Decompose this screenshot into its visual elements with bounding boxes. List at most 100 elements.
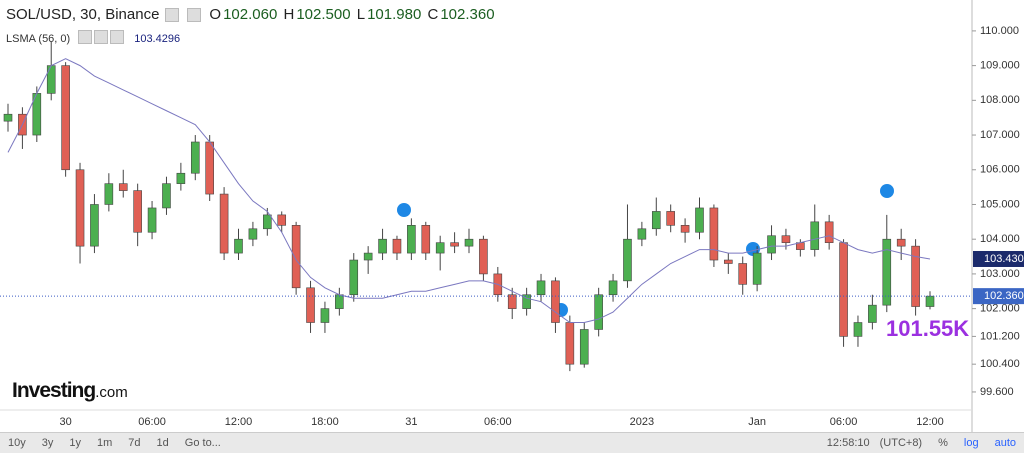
- option-button[interactable]: log: [963, 437, 979, 449]
- range-button[interactable]: 1d: [156, 437, 169, 449]
- indicator-value: 103.4296: [134, 32, 181, 45]
- news-icon[interactable]: [880, 184, 894, 198]
- timezone[interactable]: (UTC+8): [879, 437, 923, 449]
- candle-body: [407, 225, 416, 254]
- candle-body: [579, 329, 589, 365]
- volume: 101.55K: [886, 316, 970, 341]
- candle-body: [450, 242, 459, 247]
- candle-body: [551, 280, 560, 323]
- y-tick-label: 101.200: [980, 330, 1020, 342]
- candle-body: [695, 207, 704, 233]
- x-tick-label: 12:00: [225, 416, 253, 428]
- logo-suffix: .com: [95, 384, 128, 401]
- x-tick-label: 30: [60, 416, 72, 428]
- indicator: LSMA (56, 0) 103.4296: [6, 30, 180, 47]
- y-tick-label: 108.000: [980, 94, 1020, 106]
- candle-body: [522, 294, 531, 309]
- candle-body: [61, 65, 70, 171]
- candle-body: [810, 221, 820, 250]
- y-tick-label: 104.000: [980, 233, 1020, 245]
- x-tick-label: 18:00: [311, 416, 339, 428]
- candle-body: [335, 294, 344, 309]
- candle-body: [46, 65, 56, 94]
- candle-body: [911, 245, 920, 307]
- candle-body: [868, 304, 877, 323]
- footer: 10y 3y 1y 1m 7d 1d Go to... 12:58:10 (UTC+8)% log…: [0, 432, 1024, 453]
- y-tick-label: 106.000: [980, 164, 1020, 176]
- clock[interactable]: 12:58:10: [826, 437, 870, 449]
- candle-body: [637, 228, 647, 240]
- candle-body: [594, 294, 603, 330]
- range-button[interactable]: Go to...: [184, 437, 221, 449]
- candle-body: [219, 193, 229, 254]
- candle-body: [507, 294, 517, 309]
- candle-body: [263, 214, 272, 230]
- option-button[interactable]: %: [938, 437, 948, 449]
- x-tick-label: 06:00: [830, 416, 858, 428]
- x-tick-label: 12:00: [916, 416, 944, 428]
- candle-body: [234, 238, 243, 254]
- logo-text: Investing: [12, 379, 96, 402]
- icon[interactable]: [187, 7, 202, 22]
- candle-body: [608, 280, 618, 296]
- option-button[interactable]: auto: [994, 437, 1016, 449]
- logo: Investing.com: [12, 379, 128, 403]
- y-tick-label: 99.600: [980, 386, 1014, 398]
- range-button[interactable]: 1y: [69, 437, 81, 449]
- ohlc-value: 102.060: [223, 6, 278, 23]
- candle-body: [479, 238, 488, 275]
- candle-body: [536, 280, 546, 296]
- icon[interactable]: [78, 30, 93, 44]
- icon[interactable]: [94, 30, 109, 44]
- price-tag-label: 102.360: [984, 290, 1024, 302]
- x-tick-label: 2023: [630, 416, 654, 428]
- symbol: SOL/USD, 30, Binance: [6, 6, 160, 23]
- x-tick-label: 31: [405, 416, 417, 428]
- ohlc-value: 101.980: [367, 6, 422, 23]
- candle-body: [277, 214, 287, 226]
- range-button[interactable]: 1m: [97, 437, 113, 449]
- icon[interactable]: [165, 7, 180, 22]
- ohlc-key: O: [209, 6, 222, 23]
- header: SOL/USD, 30, Binance O 102.060 H 102.500 L…: [6, 6, 497, 23]
- ohlc-key: L: [356, 6, 366, 23]
- candle-body: [378, 238, 387, 254]
- x-tick-label: Jan: [748, 416, 766, 428]
- news-icon[interactable]: [397, 203, 411, 217]
- range-button[interactable]: 7d: [128, 437, 141, 449]
- candle-body: [3, 113, 13, 122]
- candle-body: [176, 172, 186, 184]
- candle-body: [781, 235, 791, 243]
- indicator-name: LSMA (56, 0): [6, 32, 71, 45]
- ohlc-value: 102.500: [296, 6, 351, 23]
- range-button[interactable]: 10y: [8, 437, 26, 449]
- candle-body: [925, 295, 935, 307]
- news-icon[interactable]: [746, 242, 760, 256]
- candle-body: [104, 183, 114, 205]
- candle-body: [680, 225, 690, 233]
- icon[interactable]: [110, 30, 125, 44]
- candle-body: [118, 183, 128, 191]
- candle-body: [666, 211, 675, 226]
- candle-body: [421, 225, 431, 254]
- ohlc-key: C: [427, 6, 439, 23]
- chart: 110.000 109.000 108.000 107.000 106.000 105.0…: [0, 0, 1024, 432]
- candle-body: [882, 238, 892, 306]
- candle-body: [839, 242, 848, 337]
- candle-body: [248, 228, 258, 240]
- candle-body: [724, 259, 733, 264]
- price-tag: [973, 288, 1024, 305]
- candle-body: [133, 190, 142, 233]
- range-button[interactable]: 3y: [41, 437, 54, 449]
- candle-body: [623, 238, 632, 282]
- news-markers: [397, 184, 894, 317]
- ohlc: O 102.060 H 102.500 L 101.980 C 102.360: [209, 6, 496, 23]
- candle-body: [709, 207, 719, 261]
- y-tick-label: 107.000: [980, 129, 1020, 141]
- lsma-line: [7, 58, 931, 324]
- x-tick-label: 06:00: [138, 416, 166, 428]
- candle-body: [767, 235, 776, 254]
- x-tick-label: 06:00: [484, 416, 512, 428]
- candle-body: [349, 259, 359, 296]
- candle-body: [824, 221, 834, 243]
